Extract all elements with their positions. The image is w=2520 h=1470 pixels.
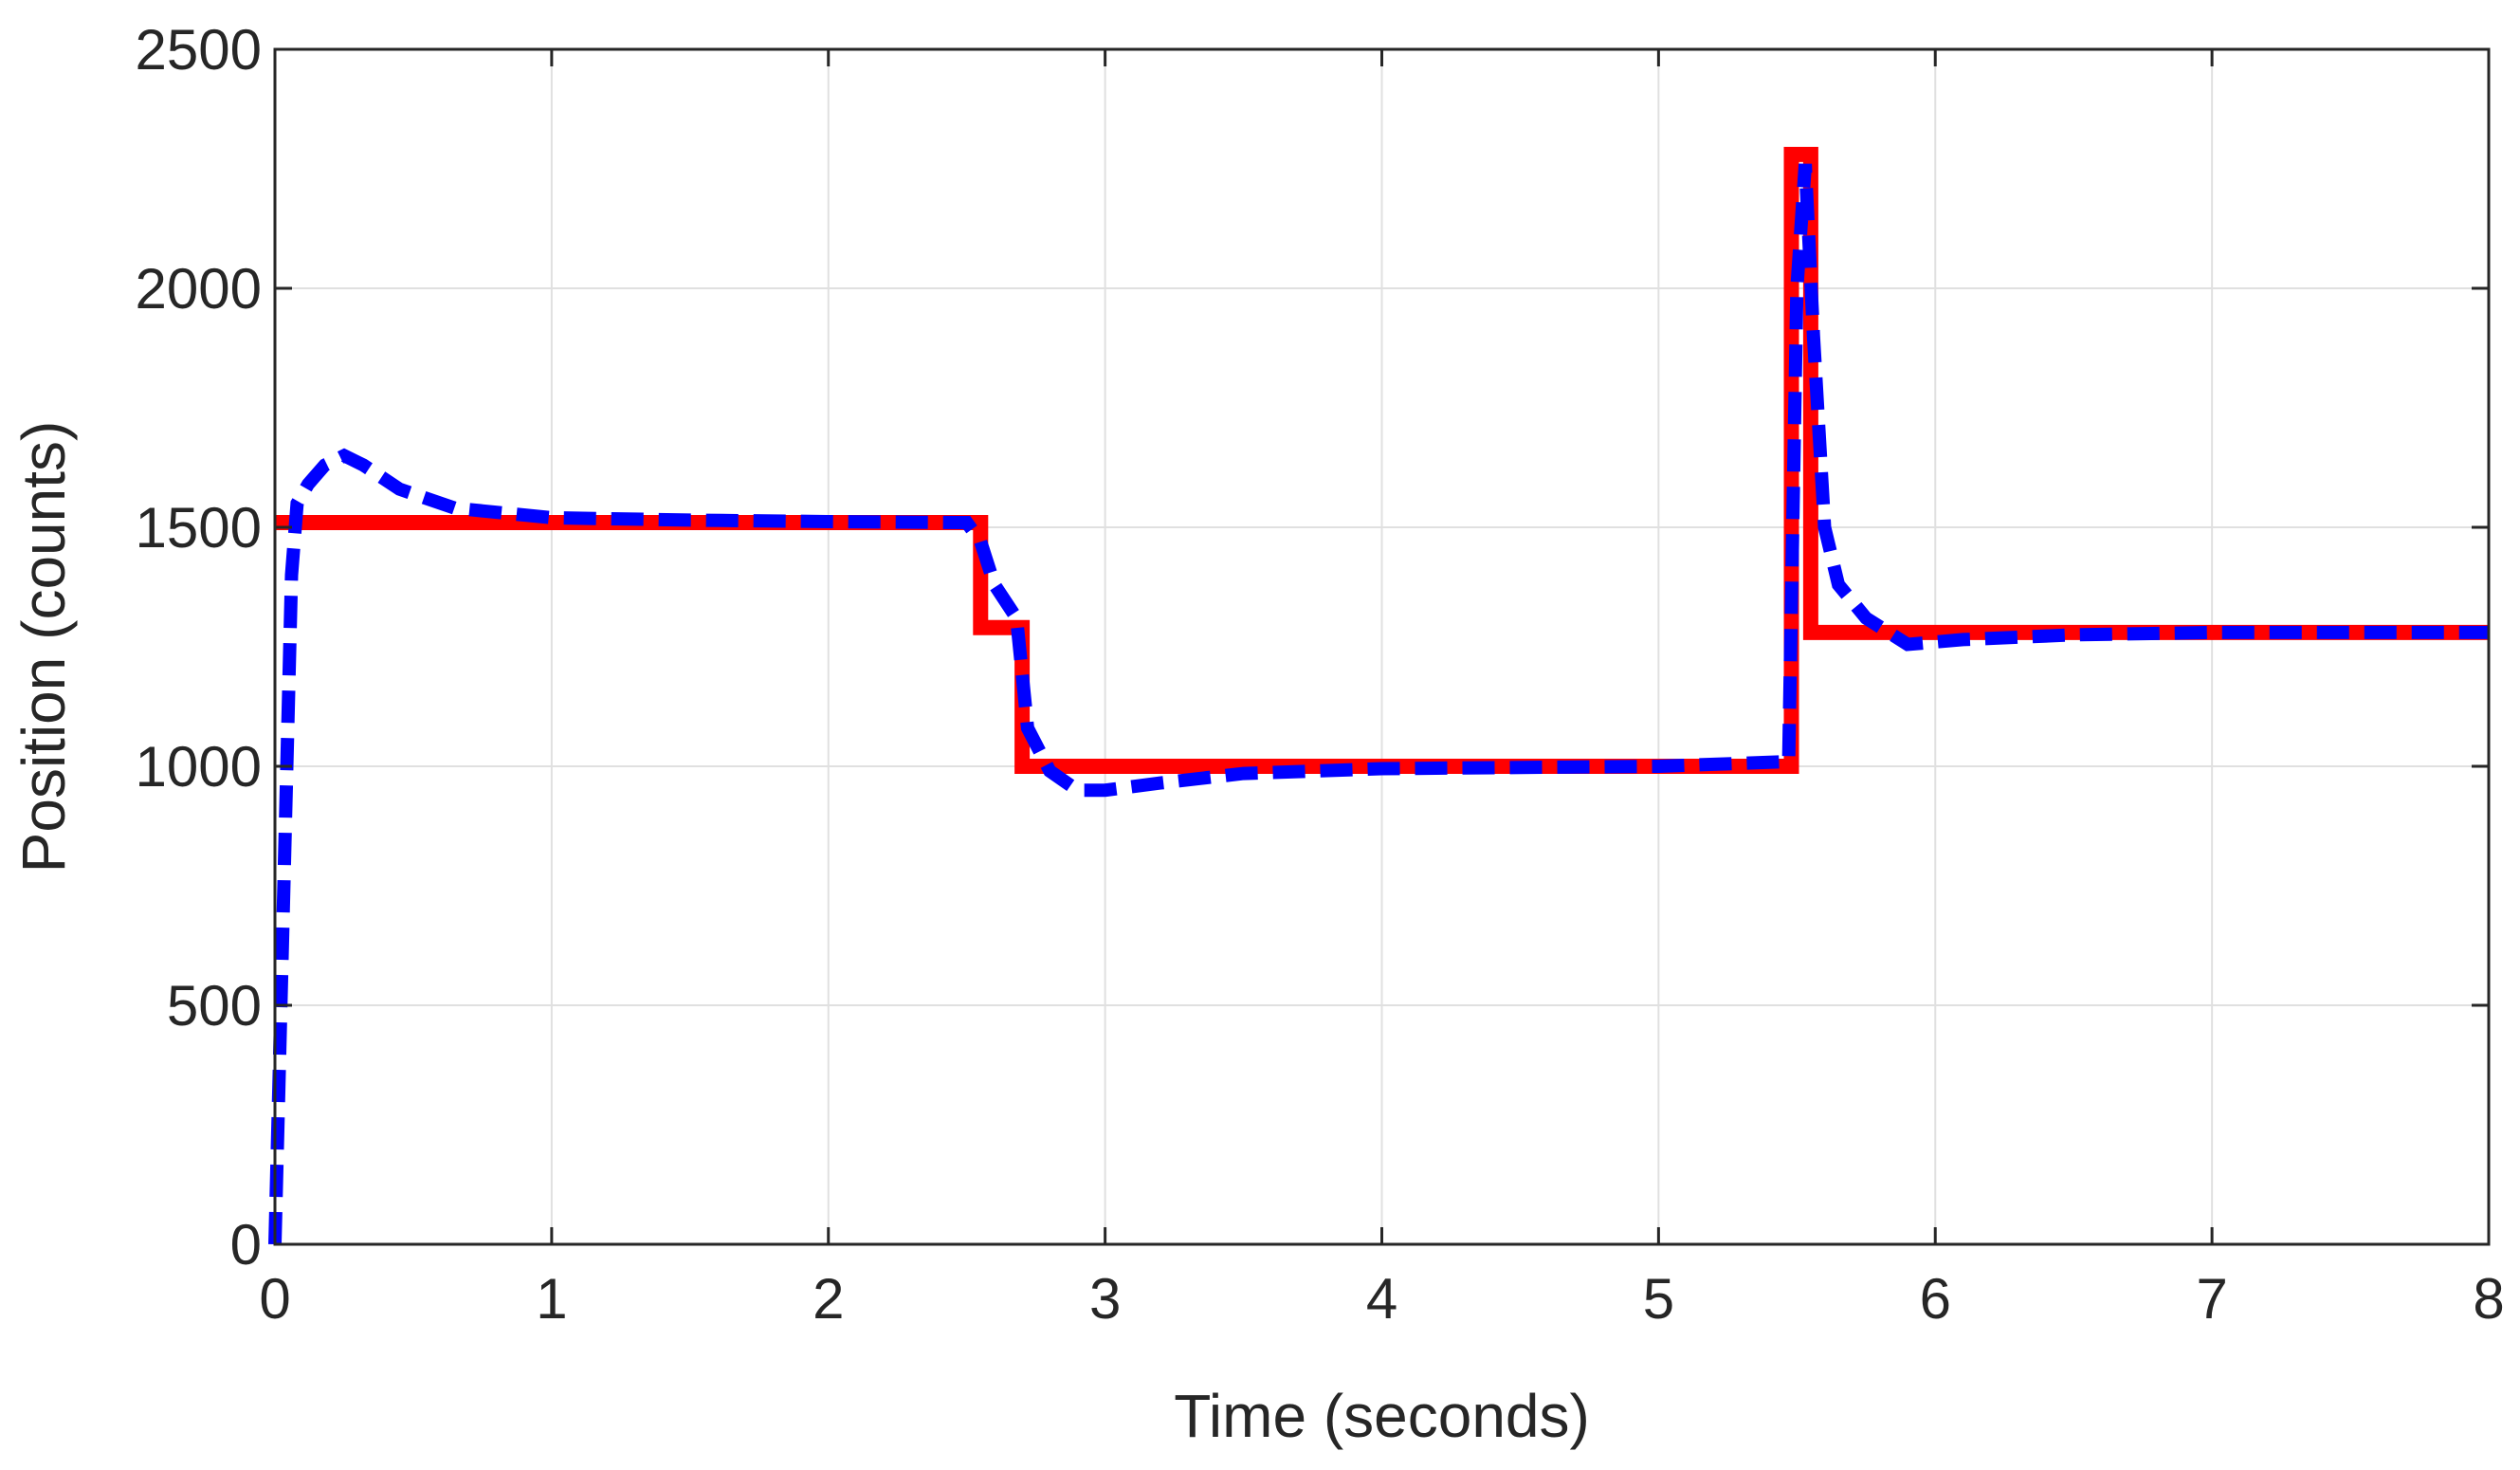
x-tick-labels: 0 1 2 3 4 5 6 7 8 <box>259 1267 2504 1331</box>
x-axis-title: Time (seconds) <box>1174 1382 1590 1450</box>
x-tick-label: 5 <box>1643 1267 1674 1331</box>
y-tick-label: 0 <box>230 1213 262 1277</box>
series-line-dashed <box>268 163 2489 1245</box>
y-tick-label: 2000 <box>136 257 262 321</box>
y-axis-title: Position (counts) <box>9 421 78 873</box>
x-tick-label: 2 <box>813 1267 844 1331</box>
axis-ticks <box>273 47 2491 1246</box>
x-tick-label: 3 <box>1089 1267 1121 1331</box>
y-tick-label: 1000 <box>136 735 262 799</box>
y-tick-label: 500 <box>167 974 262 1038</box>
y-tick-label: 1500 <box>136 496 262 560</box>
data-series <box>268 146 2489 1245</box>
x-tick-label: 6 <box>1920 1267 1951 1331</box>
y-tick-labels: 0 500 1000 1500 2000 2500 <box>136 18 262 1277</box>
x-tick-label: 4 <box>1366 1267 1397 1331</box>
x-tick-label: 1 <box>536 1267 567 1331</box>
y-tick-label: 2500 <box>136 18 262 82</box>
x-tick-label: 7 <box>2196 1267 2227 1331</box>
x-tick-label: 0 <box>259 1267 290 1331</box>
x-tick-label: 8 <box>2473 1267 2504 1331</box>
